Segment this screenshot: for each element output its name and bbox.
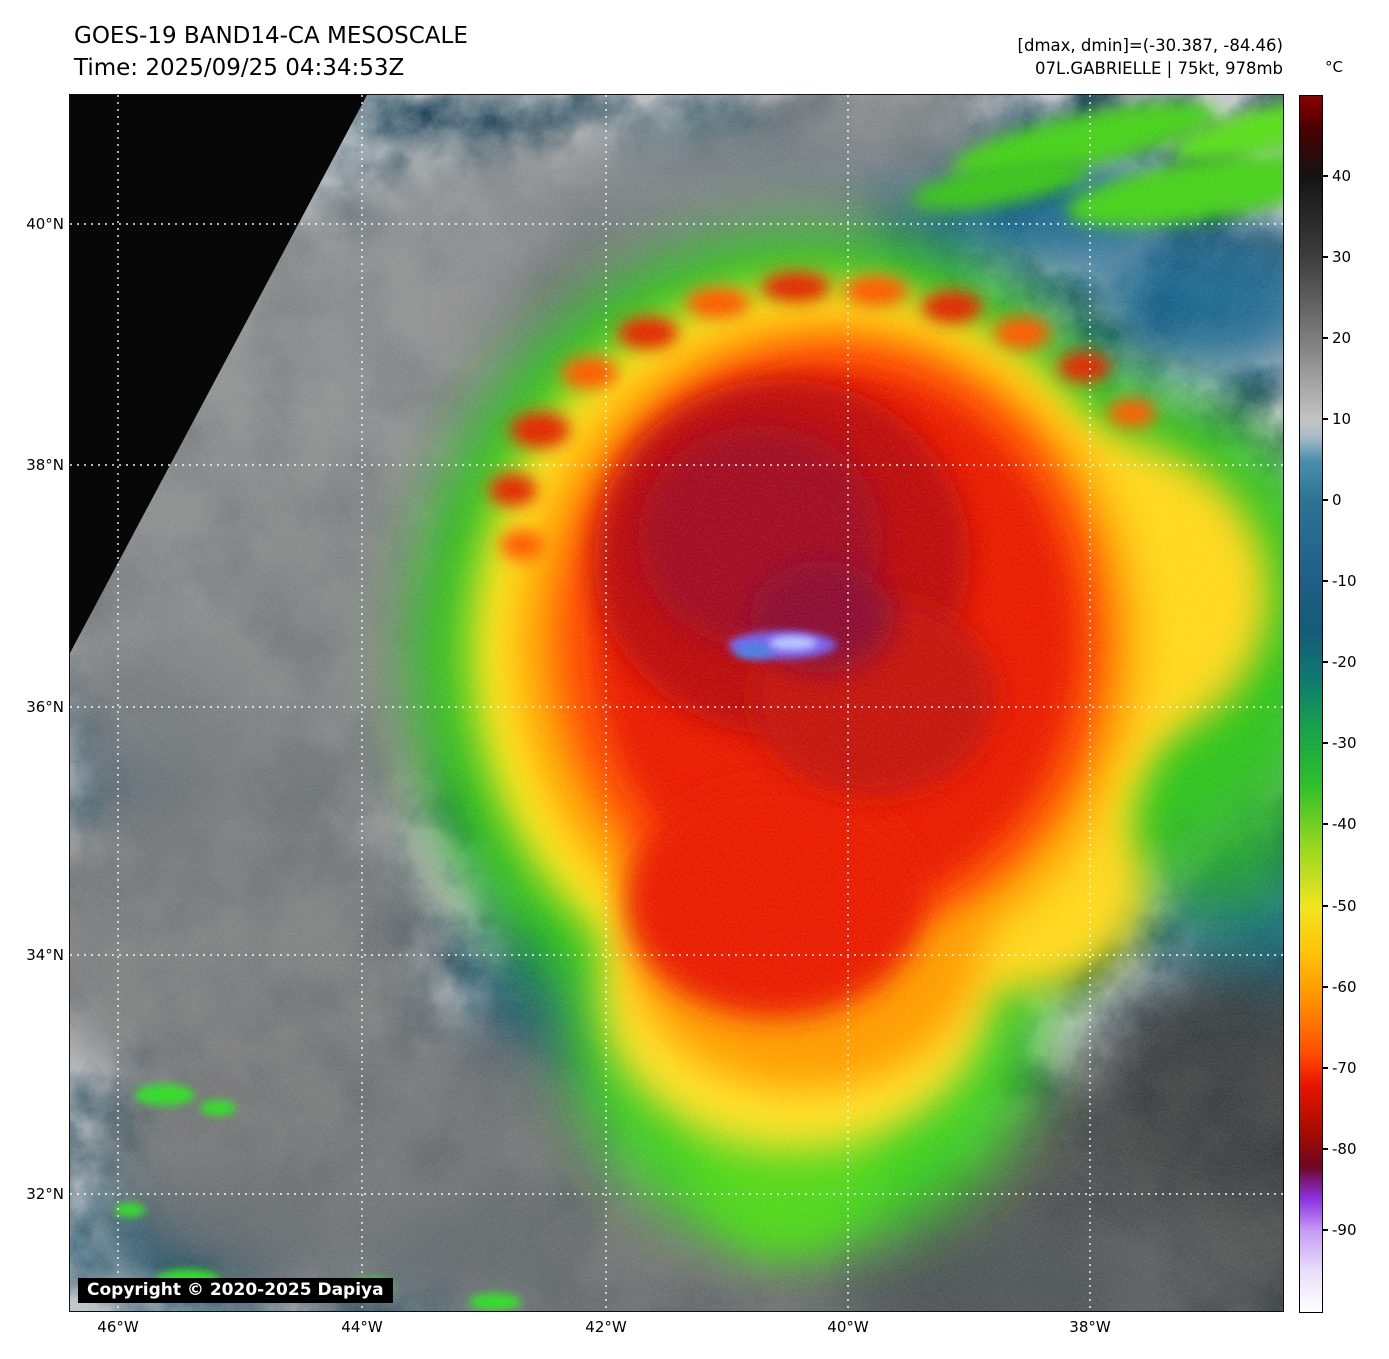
colorbar-tick-label: -90 <box>1332 1221 1357 1239</box>
tick-mark <box>1323 986 1328 988</box>
tick-mark <box>1323 499 1328 501</box>
storm-info: 07L.GABRIELLE | 75kt, 978mb <box>1035 59 1283 78</box>
colorbar-tick: 40 <box>1323 167 1351 185</box>
lat-axis-label: 38°N <box>26 456 64 474</box>
colorbar-tick: -60 <box>1323 978 1357 996</box>
tick-mark <box>1323 742 1328 744</box>
colorbar-tick: -20 <box>1323 653 1357 671</box>
lat-axis-label: 34°N <box>26 946 64 964</box>
colorbar-tick: -80 <box>1323 1140 1357 1158</box>
lon-axis-label: 38°W <box>1069 1318 1111 1336</box>
colorbar-unit: °C <box>1325 58 1343 76</box>
lon-axis-label: 42°W <box>585 1318 627 1336</box>
lon-axis-label: 46°W <box>97 1318 139 1336</box>
colorbar-tick: -30 <box>1323 734 1357 752</box>
colorbar-tick: 10 <box>1323 410 1351 428</box>
colorbar-tick-label: -10 <box>1332 572 1357 590</box>
colorbar-tick-label: 0 <box>1332 491 1342 509</box>
copyright-badge: Copyright © 2020-2025 Dapiya <box>78 1278 393 1303</box>
lon-axis-label: 44°W <box>341 1318 383 1336</box>
info-block: [dmax, dmin]=(-30.387, -84.46) 07L.GABRI… <box>1018 34 1283 80</box>
tick-mark <box>1323 1067 1328 1069</box>
colorbar-tick-label: -50 <box>1332 897 1357 915</box>
colorbar <box>1299 95 1323 1313</box>
tick-mark <box>1323 175 1328 177</box>
lat-axis-label: 36°N <box>26 698 64 716</box>
tick-mark <box>1323 418 1328 420</box>
map-frame: Copyright © 2020-2025 Dapiya <box>69 94 1284 1312</box>
dmax-dmin-readout: [dmax, dmin]=(-30.387, -84.46) <box>1017 36 1283 55</box>
colorbar-tick: 0 <box>1323 491 1342 509</box>
tick-mark <box>1323 337 1328 339</box>
tick-mark <box>1323 580 1328 582</box>
tick-mark <box>1323 256 1328 258</box>
tick-mark <box>1323 823 1328 825</box>
lat-axis-label: 40°N <box>26 215 64 233</box>
colorbar-tick-label: -80 <box>1332 1140 1357 1158</box>
colorbar-tick: 20 <box>1323 329 1351 347</box>
colorbar-tick-label: -30 <box>1332 734 1357 752</box>
satellite-imagery <box>70 95 1283 1311</box>
colorbar-tick: 30 <box>1323 248 1351 266</box>
sensor-noise <box>70 95 1283 1311</box>
lon-axis-label: 40°W <box>827 1318 869 1336</box>
no-data-region <box>70 95 367 653</box>
colorbar-tick: -70 <box>1323 1059 1357 1077</box>
colorbar-tick-label: 10 <box>1332 410 1352 428</box>
colorbar-tick-label: -40 <box>1332 815 1357 833</box>
product-time: Time: 2025/09/25 04:34:53Z <box>74 55 405 81</box>
colorbar-tick: -90 <box>1323 1221 1357 1239</box>
tick-mark <box>1323 1229 1328 1231</box>
colorbar-tick-label: -60 <box>1332 978 1357 996</box>
title-block: GOES-19 BAND14-CA MESOSCALE Time: 2025/0… <box>74 20 468 84</box>
colorbar-tick: -50 <box>1323 897 1357 915</box>
colorbar-tick-label: 30 <box>1332 248 1352 266</box>
colorbar-tick-label: 20 <box>1332 329 1352 347</box>
colorbar-tick-label: -20 <box>1332 653 1357 671</box>
colorbar-tick: -10 <box>1323 572 1357 590</box>
tick-mark <box>1323 661 1328 663</box>
colorbar-tick-label: -70 <box>1332 1059 1357 1077</box>
tick-mark <box>1323 1148 1328 1150</box>
colorbar-tick: -40 <box>1323 815 1357 833</box>
tick-mark <box>1323 905 1328 907</box>
colorbar-tick-label: 40 <box>1332 167 1352 185</box>
product-title: GOES-19 BAND14-CA MESOSCALE <box>74 23 468 49</box>
lat-axis-label: 32°N <box>26 1185 64 1203</box>
